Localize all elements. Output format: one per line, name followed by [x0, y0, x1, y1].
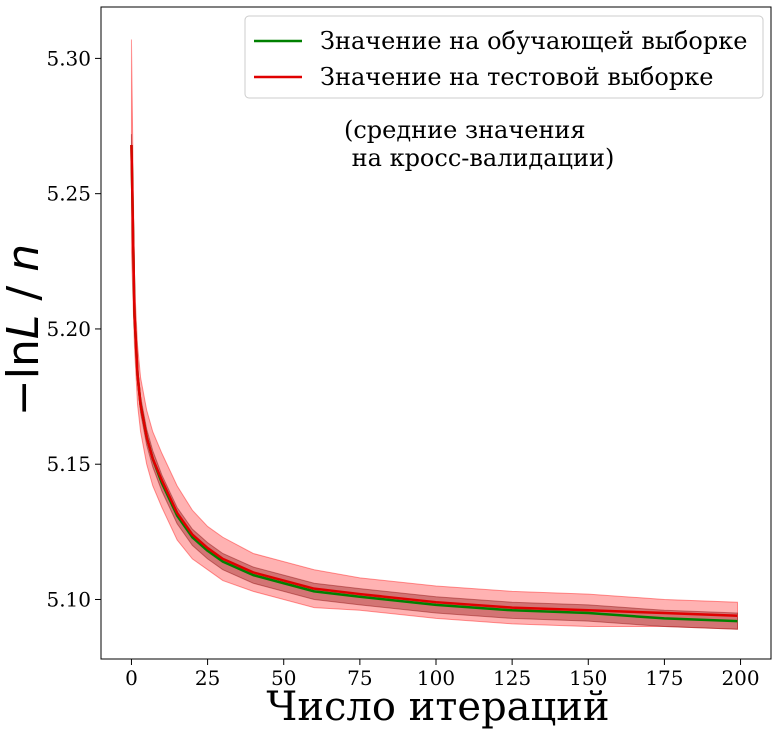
x-tick-label: 25 [195, 666, 220, 690]
band-train [130, 134, 738, 630]
y-tick-label: 5.25 [46, 182, 91, 206]
annotation-line-2: на кросс-валидации) [344, 144, 614, 172]
x-tick-label: 50 [271, 666, 296, 690]
annotation-line-1: (средние значения [344, 116, 586, 144]
x-tick-label: 75 [347, 666, 372, 690]
x-tick-label: 100 [417, 666, 455, 690]
x-axis-ticks: 0 25 50 75 100 125 150 175 200 [125, 659, 760, 690]
y-tick-label: 5.20 [46, 317, 91, 341]
y-axis-ticks: 5.10 5.15 5.20 5.25 5.30 [46, 46, 101, 611]
x-tick-label: 175 [645, 666, 683, 690]
series-lines [130, 144, 738, 623]
band-test [130, 39, 738, 630]
legend-label-test: Значение на тестовой выборке [320, 63, 713, 91]
legend: Значение на обучающей выборке Значение н… [244, 15, 764, 99]
x-tick-label: 150 [569, 666, 607, 690]
y-axis-label: −lnL / n [0, 244, 49, 416]
x-tick-label: 200 [721, 666, 759, 690]
x-tick-label: 0 [125, 666, 138, 690]
x-tick-label: 125 [493, 666, 531, 690]
series-line-test [130, 144, 738, 617]
y-tick-label: 5.15 [46, 452, 91, 476]
confidence-bands [130, 39, 738, 630]
legend-label-train: Значение на обучающей выборке [320, 27, 747, 55]
legend-box [244, 15, 764, 99]
x-axis-label: Число итераций [266, 684, 609, 730]
y-tick-label: 5.30 [46, 46, 91, 70]
y-tick-label: 5.10 [46, 587, 91, 611]
